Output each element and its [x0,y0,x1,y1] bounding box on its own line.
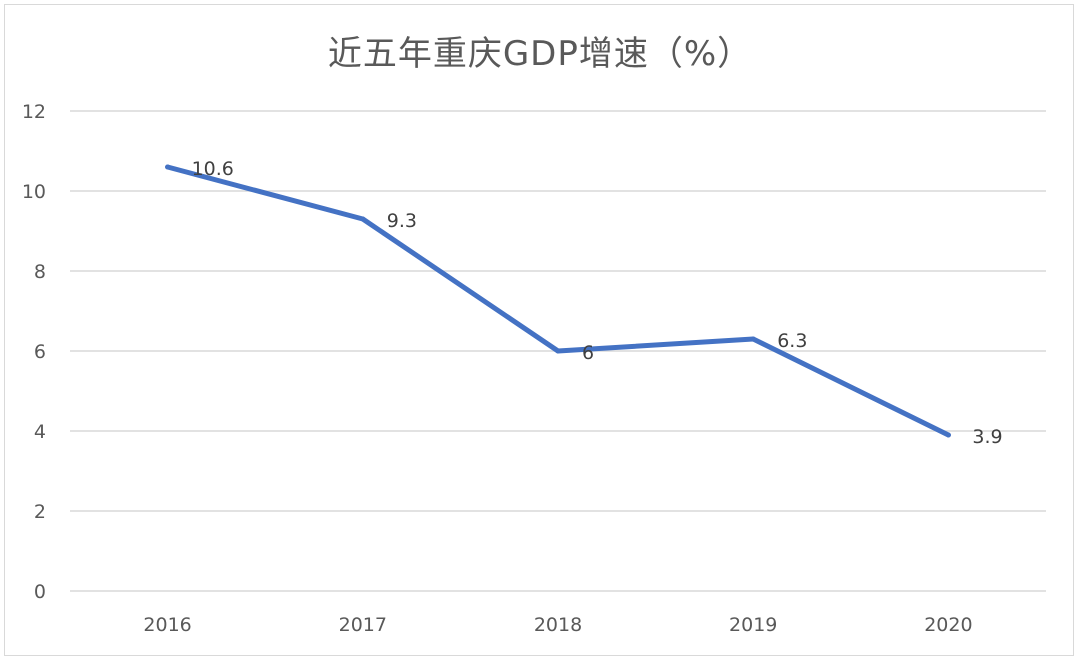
y-tick-label: 2 [34,501,46,523]
x-tick-label: 2020 [924,614,972,636]
series-line [165,164,951,438]
data-point [945,432,951,438]
chart-title: 近五年重庆GDP增速（%） [327,34,753,74]
y-axis: 0 2 4 6 8 10 12 [22,101,46,603]
x-tick-label: 2017 [339,614,387,636]
data-label: 10.6 [192,158,234,180]
data-label: 3.9 [972,426,1002,448]
data-point [750,336,756,342]
data-label: 6 [582,342,594,364]
data-label: 6.3 [777,330,807,352]
x-tick-label: 2018 [534,614,582,636]
y-tick-label: 8 [34,261,46,283]
y-tick-label: 4 [34,421,46,443]
gridlines [70,110,1046,592]
y-tick-label: 10 [22,181,46,203]
x-tick-label: 2016 [143,614,191,636]
data-point [165,164,171,170]
series-layer [165,164,951,438]
chart-frame [4,4,1074,656]
data-point [360,216,366,222]
x-tick-label: 2019 [729,614,777,636]
data-labels: 10.6 9.3 6 6.3 3.9 [192,158,1003,448]
y-tick-label: 6 [34,341,46,363]
y-tick-label: 12 [22,101,46,123]
data-point [555,348,561,354]
data-label: 9.3 [387,210,417,232]
y-tick-label: 0 [34,581,46,603]
x-axis: 2016 2017 2018 2019 2020 [143,614,972,636]
